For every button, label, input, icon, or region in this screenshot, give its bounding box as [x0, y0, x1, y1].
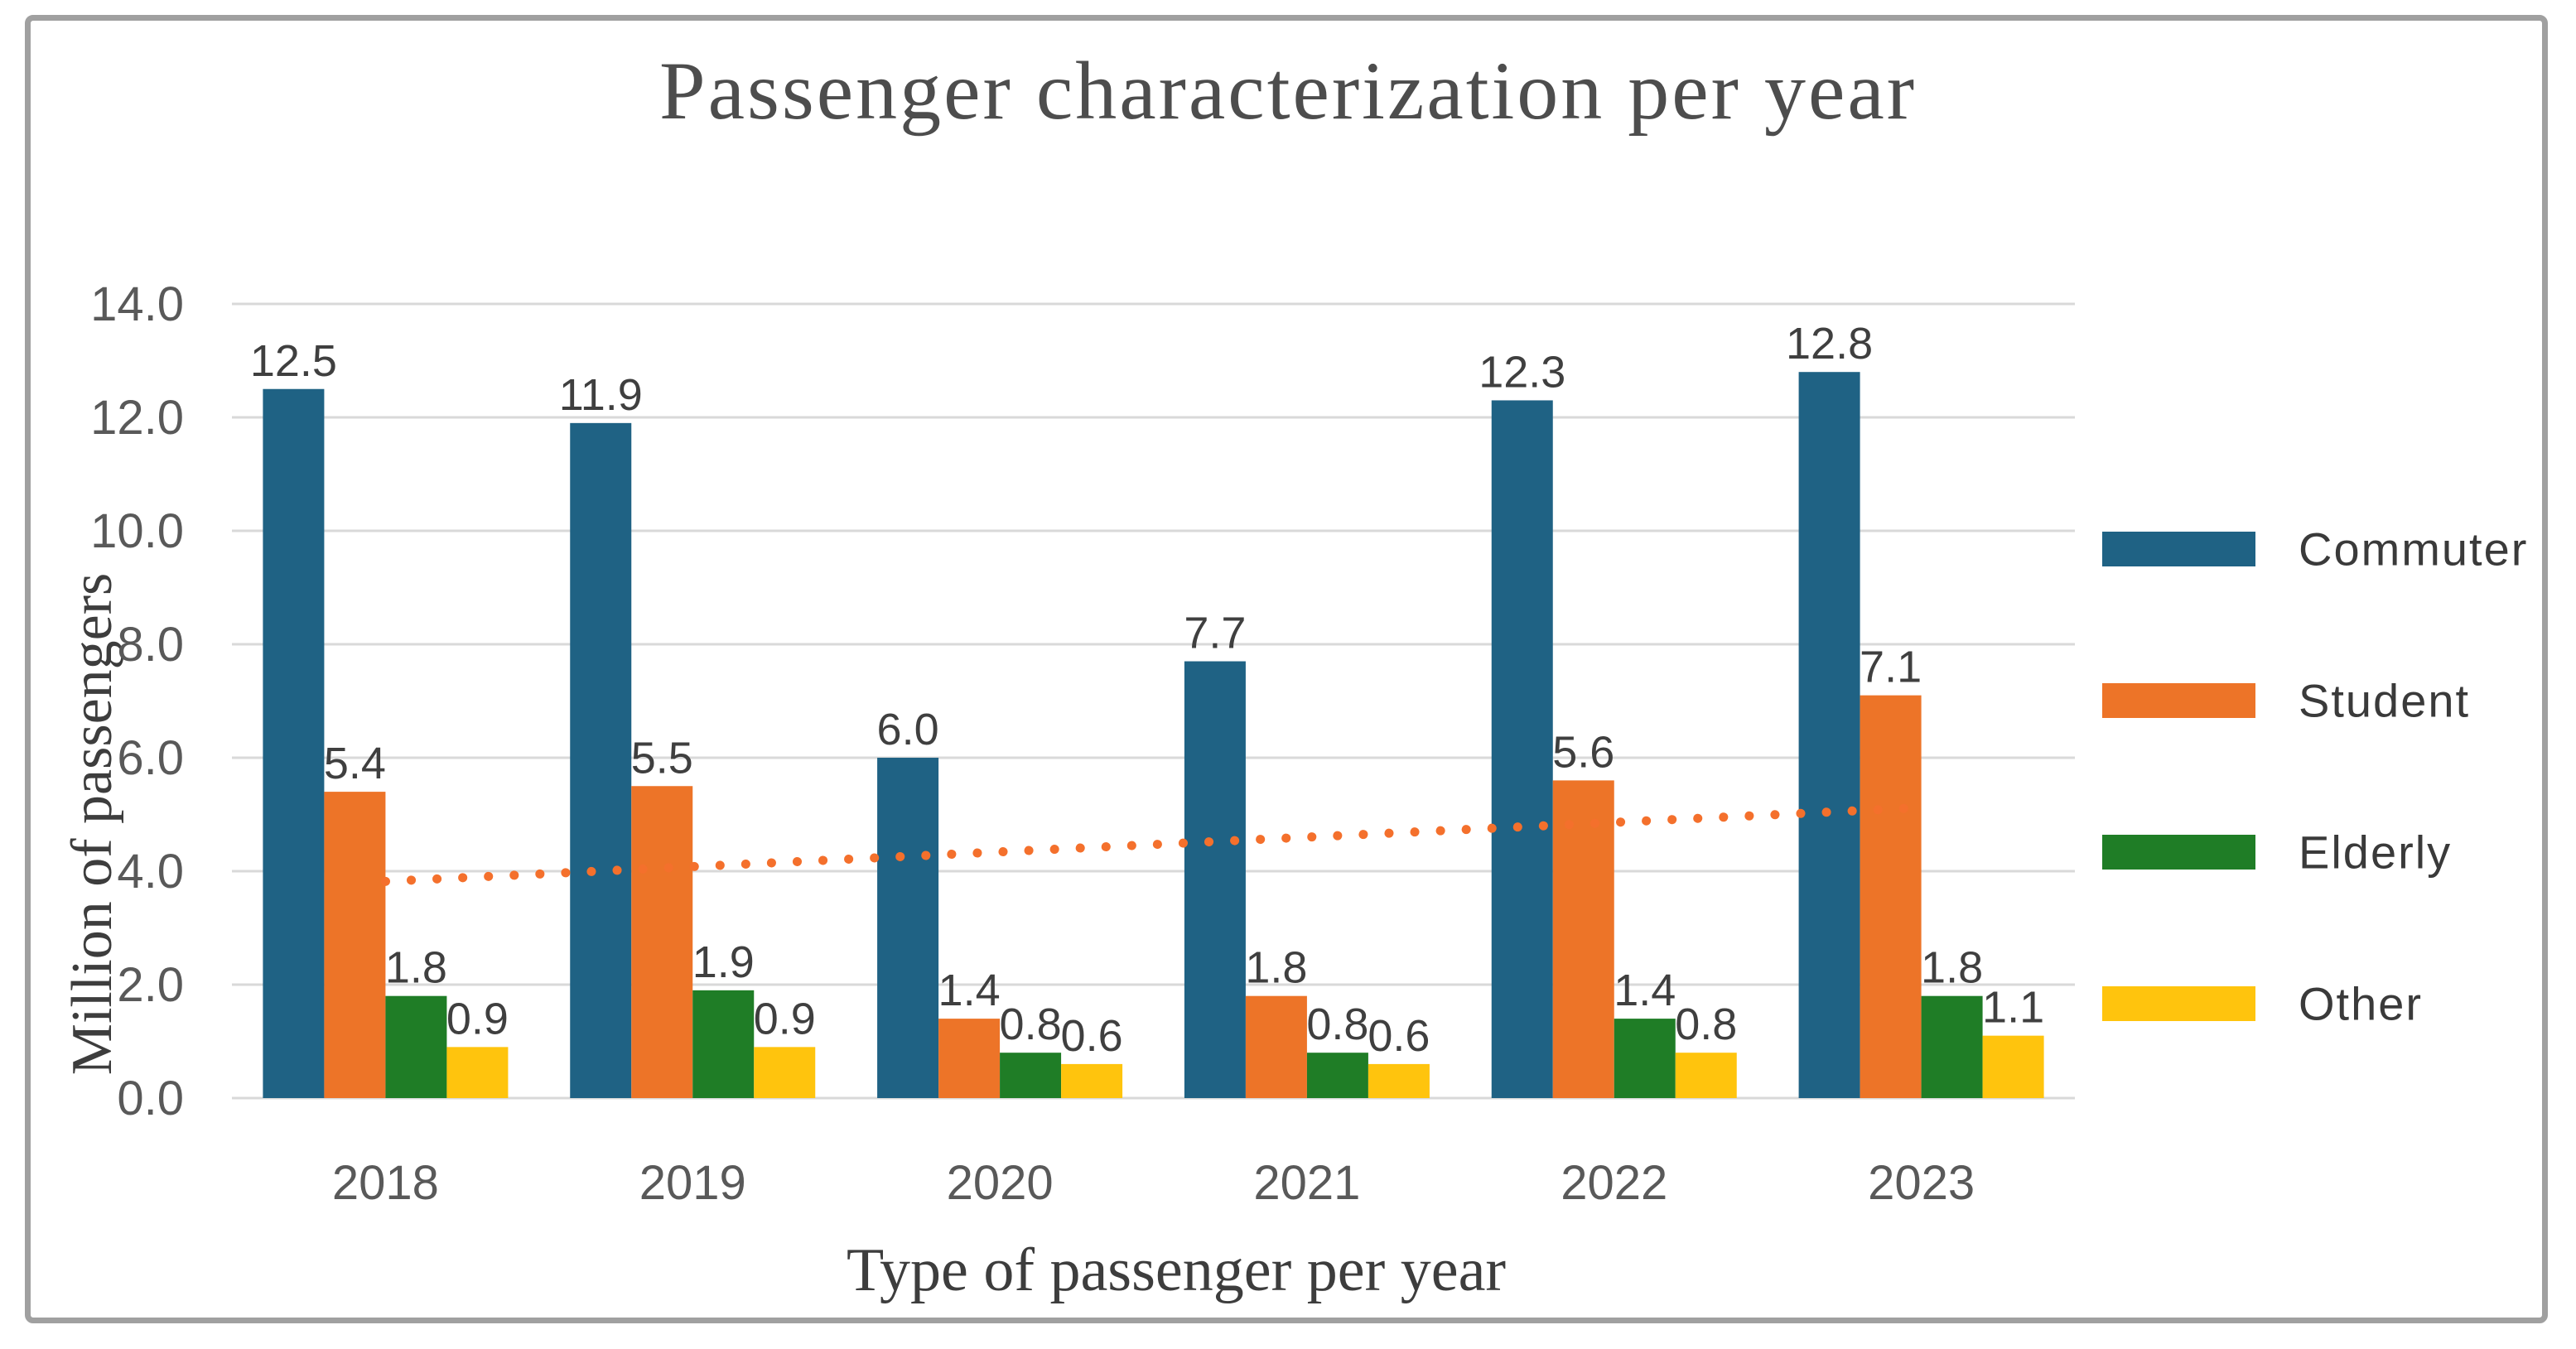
- outer-frame: [25, 15, 2548, 1323]
- value-label-elderly-2023: 1.8: [1921, 943, 1983, 993]
- legend-swatch-elderly: [2102, 835, 2255, 870]
- x-tick-label: 2021: [1253, 1156, 1360, 1210]
- bar-commuter-2018: [263, 388, 325, 1098]
- y-tick-label: 0.0: [117, 1072, 184, 1125]
- bar-elderly-2020: [1000, 1053, 1062, 1098]
- value-label-other-2023: 1.1: [1982, 983, 2044, 1033]
- value-label-student-2020: 1.4: [938, 966, 1001, 1015]
- bar-student-2022: [1552, 780, 1614, 1098]
- bar-other-2018: [446, 1047, 509, 1098]
- value-label-elderly-2019: 1.9: [692, 937, 755, 987]
- value-label-other-2019: 0.9: [754, 994, 816, 1043]
- value-label-other-2018: 0.9: [446, 994, 509, 1043]
- bar-other-2021: [1368, 1063, 1430, 1098]
- value-label-other-2021: 0.6: [1368, 1011, 1430, 1061]
- value-label-commuter-2023: 12.8: [1786, 319, 1873, 369]
- bar-elderly-2019: [692, 990, 755, 1098]
- value-label-student-2022: 5.6: [1552, 727, 1614, 777]
- y-tick-label: 4.0: [117, 845, 184, 899]
- value-label-elderly-2020: 0.8: [1000, 1000, 1062, 1049]
- bar-commuter-2023: [1798, 372, 1860, 1098]
- bar-student-2020: [938, 1019, 1001, 1098]
- value-label-commuter-2020: 6.0: [877, 705, 939, 754]
- legend-label-commuter: Commuter: [2299, 523, 2529, 576]
- x-tick-label: 2019: [639, 1156, 746, 1210]
- bar-student-2021: [1245, 995, 1307, 1098]
- y-tick-label: 14.0: [90, 277, 184, 331]
- legend-swatch-commuter: [2102, 532, 2255, 566]
- legend-label-elderly: Elderly: [2299, 826, 2453, 879]
- x-tick-label: 2018: [332, 1156, 439, 1210]
- y-tick-label: 12.0: [90, 391, 184, 445]
- bar-other-2019: [754, 1047, 816, 1098]
- value-label-elderly-2021: 0.8: [1306, 1000, 1368, 1049]
- legend-swatch-student: [2102, 683, 2255, 718]
- bar-other-2022: [1675, 1053, 1737, 1098]
- bar-other-2023: [1982, 1035, 2044, 1098]
- bar-elderly-2018: [385, 995, 447, 1098]
- value-label-other-2020: 0.6: [1061, 1011, 1123, 1061]
- value-label-student-2019: 5.5: [631, 733, 693, 783]
- x-axis-title: Type of passenger per year: [846, 1236, 1507, 1304]
- y-tick-label: 10.0: [90, 504, 184, 558]
- bar-student-2018: [324, 792, 386, 1098]
- bar-elderly-2022: [1614, 1019, 1676, 1098]
- value-label-commuter-2021: 7.7: [1184, 609, 1246, 658]
- x-tick-label: 2022: [1561, 1156, 1667, 1210]
- value-label-student-2021: 1.8: [1245, 943, 1307, 993]
- legend-label-other: Other: [2299, 977, 2424, 1030]
- legend-label-student: Student: [2299, 674, 2471, 727]
- value-label-commuter-2019: 11.9: [559, 370, 643, 420]
- bar-elderly-2021: [1306, 1053, 1368, 1098]
- x-tick-label: 2020: [947, 1156, 1054, 1210]
- value-label-student-2018: 5.4: [324, 739, 386, 788]
- bar-commuter-2021: [1184, 661, 1246, 1098]
- bar-student-2023: [1860, 695, 1922, 1098]
- value-label-elderly-2018: 1.8: [385, 943, 447, 993]
- y-tick-label: 2.0: [117, 958, 184, 1012]
- legend-swatch-other: [2102, 986, 2255, 1021]
- bar-student-2019: [631, 786, 693, 1098]
- bar-commuter-2019: [570, 422, 632, 1099]
- x-tick-label: 2023: [1868, 1156, 1975, 1210]
- bar-other-2020: [1061, 1063, 1123, 1098]
- bar-elderly-2023: [1921, 995, 1983, 1098]
- value-label-student-2023: 7.1: [1860, 643, 1922, 692]
- value-label-commuter-2022: 12.3: [1479, 347, 1565, 397]
- y-tick-label: 8.0: [117, 618, 184, 672]
- y-tick-label: 6.0: [117, 731, 184, 785]
- value-label-commuter-2018: 12.5: [250, 336, 337, 386]
- trendline-student: [380, 802, 1927, 886]
- value-label-elderly-2022: 1.4: [1614, 966, 1676, 1015]
- value-label-other-2022: 0.8: [1675, 1000, 1737, 1049]
- bar-commuter-2020: [877, 758, 939, 1098]
- chart-title: Passenger characterization per year: [658, 45, 1918, 137]
- bar-commuter-2022: [1491, 400, 1553, 1098]
